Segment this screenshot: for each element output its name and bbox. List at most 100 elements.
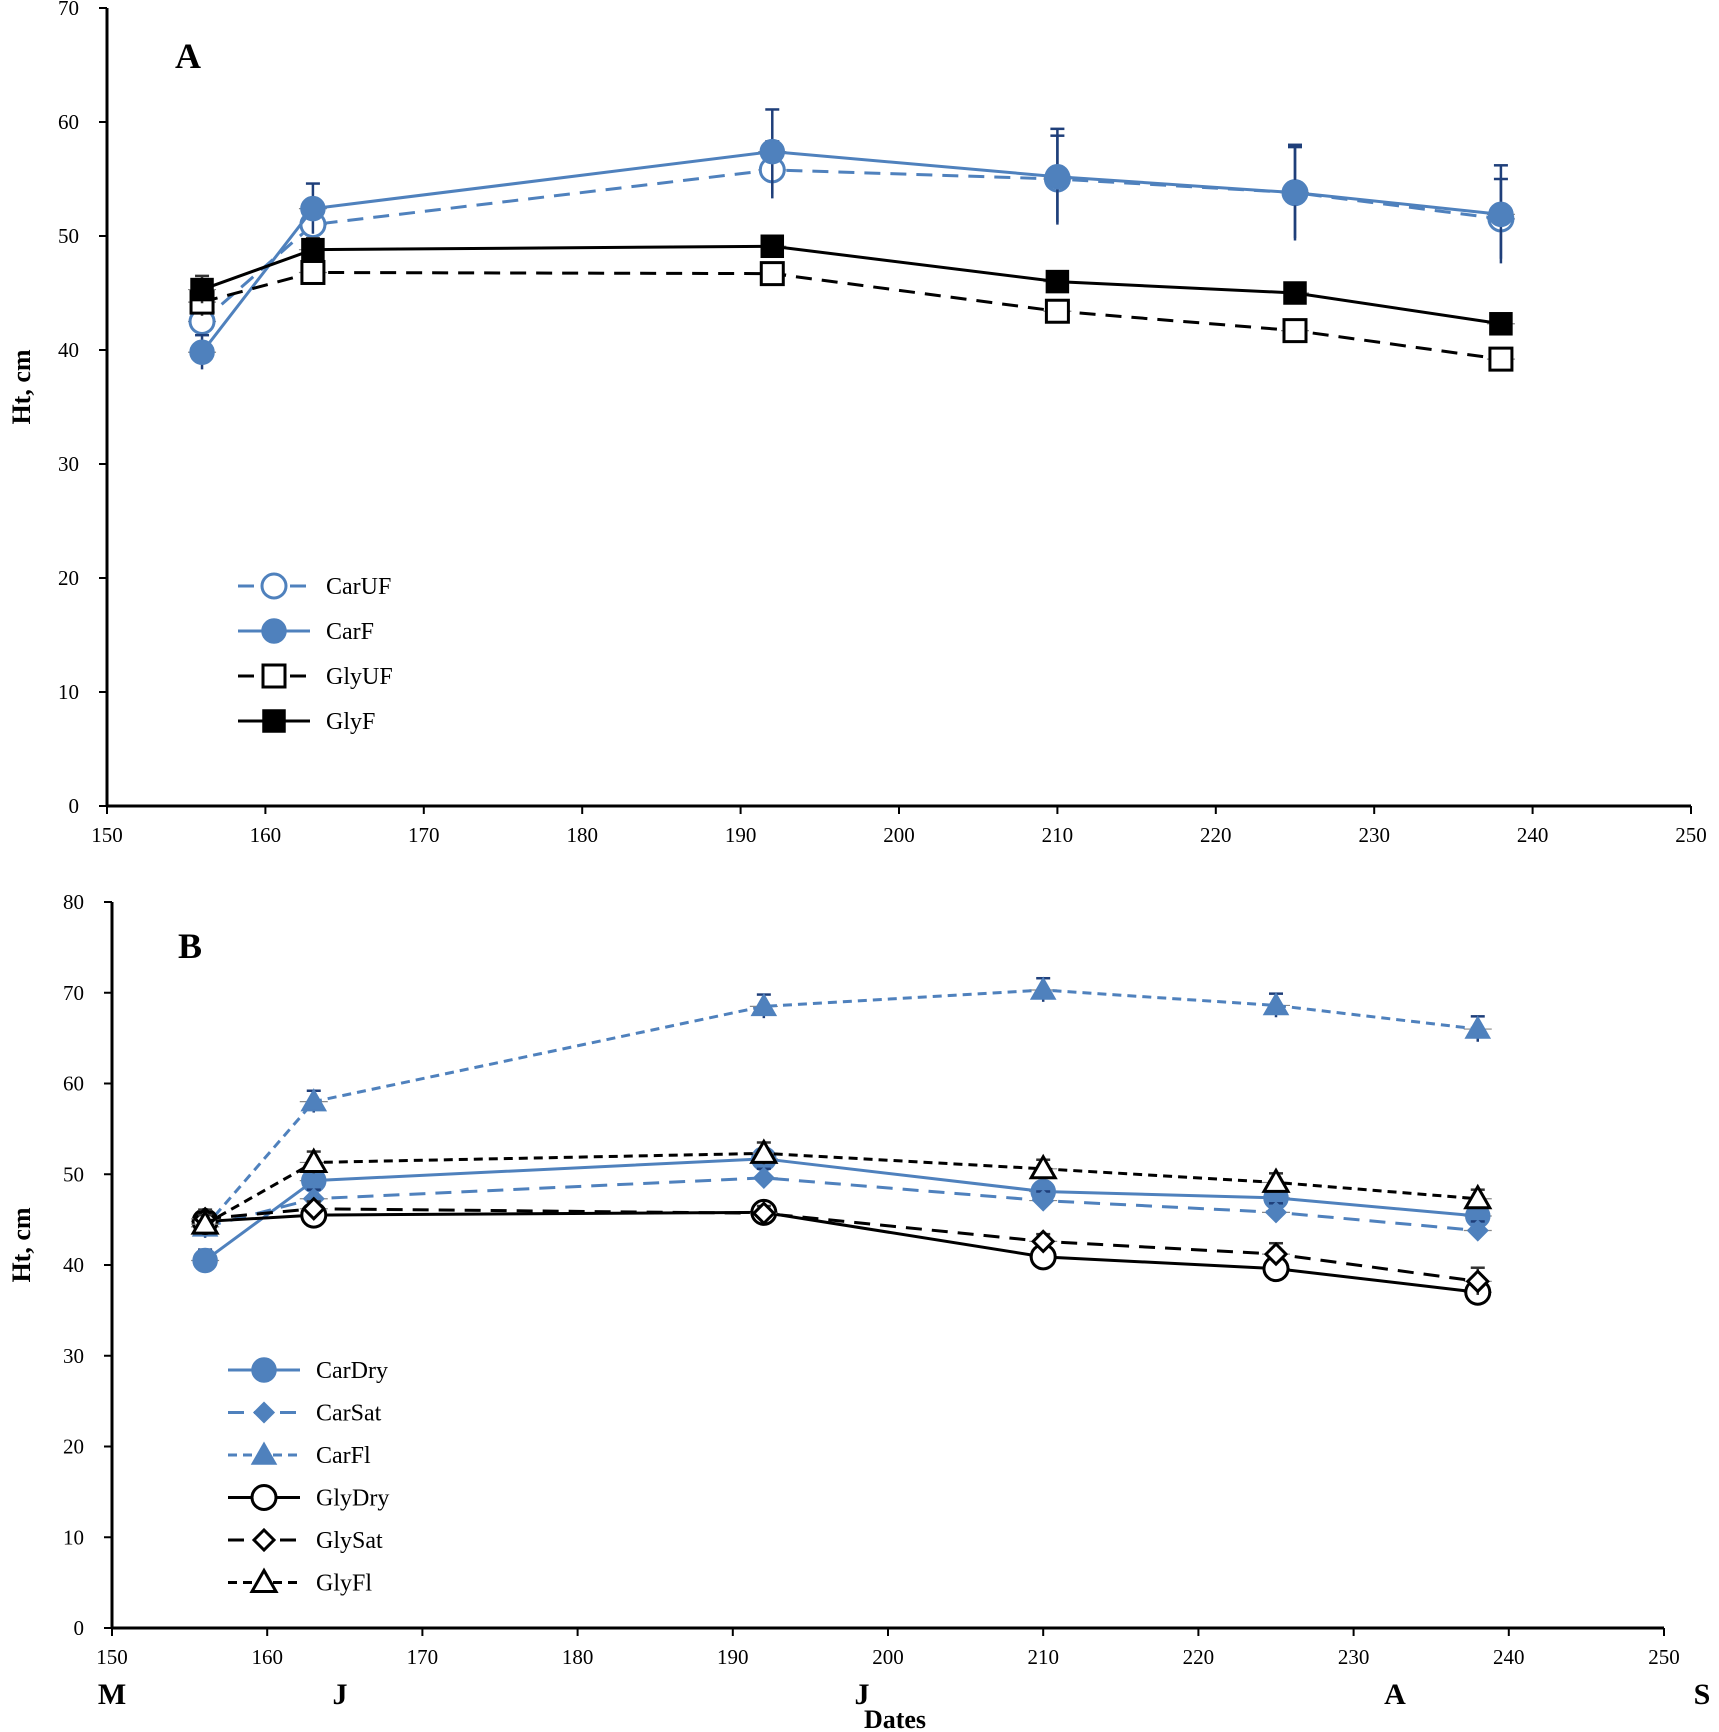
- data-point-GlyUF: [1044, 298, 1070, 324]
- panel-a: A 0 10 20 30 40 50 60 70 150 160 170 180 190 200 210 22…: [7, 0, 1707, 847]
- x-tick-label: 210: [1027, 1645, 1059, 1669]
- data-point-CarF: [1044, 163, 1071, 190]
- data-point-GlySat: [1031, 1229, 1056, 1254]
- legend-marker: [261, 663, 287, 689]
- data-point-CarSat: [752, 1166, 775, 1189]
- data-point-CarSat: [1264, 1201, 1288, 1224]
- series-GlyF: [188, 234, 1515, 336]
- legend-marker: [261, 618, 287, 644]
- data-point-GlyUF: [759, 261, 785, 287]
- x-tick-label: 180: [566, 823, 598, 847]
- legend-marker: [251, 1357, 277, 1383]
- y-tick-label: 20: [58, 566, 79, 590]
- panel-b-label: B: [178, 926, 202, 966]
- y-tick-label: 10: [58, 680, 79, 704]
- data-point-CarF: [189, 339, 215, 366]
- data-point-GlyF: [1489, 312, 1513, 336]
- legend-label: CarSat: [316, 1401, 382, 1427]
- x-tick-label: 180: [562, 1645, 594, 1669]
- data-point-GlyUF: [1488, 346, 1514, 372]
- y-tick-label: 60: [58, 110, 79, 134]
- data-point-CarFl: [1262, 991, 1290, 1016]
- y-tick-label: 80: [63, 890, 84, 914]
- series-CarDry: [191, 1146, 1492, 1274]
- y-tick-label: 0: [74, 1616, 85, 1640]
- legend-label: GlyF: [326, 709, 375, 735]
- series-CarSat: [191, 1166, 1492, 1242]
- data-point-CarF: [1488, 201, 1514, 228]
- x-tick-label: 190: [725, 823, 757, 847]
- y-axis-title: Ht, cm: [7, 1207, 36, 1282]
- legend-label: GlyDry: [316, 1486, 389, 1512]
- x-tick-label: 230: [1358, 823, 1390, 847]
- x-tick-label: 220: [1200, 823, 1232, 847]
- data-point-GlyUF: [300, 259, 326, 285]
- data-point-GlyF: [301, 237, 325, 262]
- data-point-GlyF: [1283, 281, 1307, 305]
- month-label: S: [1694, 1678, 1711, 1711]
- data-point-CarF: [300, 195, 326, 222]
- data-point-GlySat: [1465, 1269, 1490, 1294]
- legend-marker: [250, 1484, 278, 1511]
- month-label: A: [1384, 1678, 1406, 1711]
- x-tick-label: 150: [91, 823, 123, 847]
- x-tick-label: 240: [1493, 1645, 1525, 1669]
- data-point-GlyF: [1045, 269, 1070, 294]
- x-tick-label: 190: [717, 1645, 749, 1669]
- y-tick-label: 0: [69, 794, 80, 818]
- panel-b: B 0 10 20 30 40 50 60 70 80 150 160 170 180 190 200 210…: [7, 890, 1680, 1669]
- y-tick-label: 30: [58, 452, 79, 476]
- data-point-CarFl: [300, 1088, 328, 1112]
- series-line-CarDry: [204, 1157, 1478, 1262]
- data-point-GlySat: [1263, 1241, 1289, 1267]
- series-CarF: [188, 108, 1515, 370]
- data-point-GlyF: [190, 277, 214, 302]
- data-point-GlyFl: [190, 1209, 220, 1235]
- data-point-GlyFl: [1463, 1183, 1493, 1210]
- series-line-GlyDry: [205, 1210, 1478, 1294]
- data-point-CarSat: [1466, 1219, 1489, 1242]
- y-tick-label: 70: [63, 981, 84, 1005]
- data-point-GlyFl: [1028, 1153, 1058, 1180]
- legend-label: CarDry: [316, 1358, 388, 1384]
- y-tick-label: 20: [63, 1435, 84, 1459]
- data-point-CarF: [1282, 179, 1308, 206]
- legend-marker: [260, 572, 288, 600]
- x-tick-label: 150: [96, 1645, 128, 1669]
- data-point-CarFl: [1464, 1015, 1492, 1039]
- month-label: M: [98, 1678, 126, 1711]
- legend-marker: [262, 709, 286, 733]
- y-tick-label: 50: [63, 1162, 84, 1186]
- x-tick-label: 240: [1517, 823, 1549, 847]
- data-point-CarFl: [750, 992, 778, 1017]
- x-tick-label: 220: [1183, 1645, 1215, 1669]
- series-line-CarF: [200, 150, 1502, 354]
- x-tick-label: 250: [1648, 1645, 1680, 1669]
- legend-marker: [251, 1527, 277, 1553]
- month-labels: M J J A S: [98, 1678, 1711, 1711]
- legend-label: CarF: [326, 619, 374, 645]
- y-tick-label: 10: [63, 1525, 84, 1549]
- y-tick-label: 50: [58, 224, 79, 248]
- legend-label: GlyFl: [316, 1571, 372, 1597]
- x-tick-label: 250: [1675, 823, 1707, 847]
- series-GlyFl: [190, 1138, 1493, 1235]
- series-line-CarSat: [204, 1176, 1478, 1233]
- legend-label: CarFl: [316, 1443, 371, 1469]
- data-point-CarDry: [192, 1247, 218, 1274]
- data-point-GlySat: [751, 1201, 776, 1226]
- legend-marker: [250, 1441, 278, 1465]
- data-point-GlyFl: [749, 1138, 779, 1164]
- legend-marker: [252, 1401, 276, 1424]
- y-tick-label: 40: [63, 1253, 84, 1277]
- x-tick-label: 160: [250, 823, 282, 847]
- series-line-GlyF: [201, 244, 1502, 326]
- legend-marker: [249, 1567, 279, 1593]
- legend-label: GlyUF: [326, 664, 393, 690]
- legend-label: CarUF: [326, 574, 391, 600]
- series-line-CarFl: [203, 988, 1478, 1228]
- y-tick-label: 30: [63, 1344, 84, 1368]
- legend: CarDry CarSat CarFl GlyDry GlySat GlyFl: [228, 1357, 389, 1597]
- y-tick-label: 60: [63, 1072, 84, 1096]
